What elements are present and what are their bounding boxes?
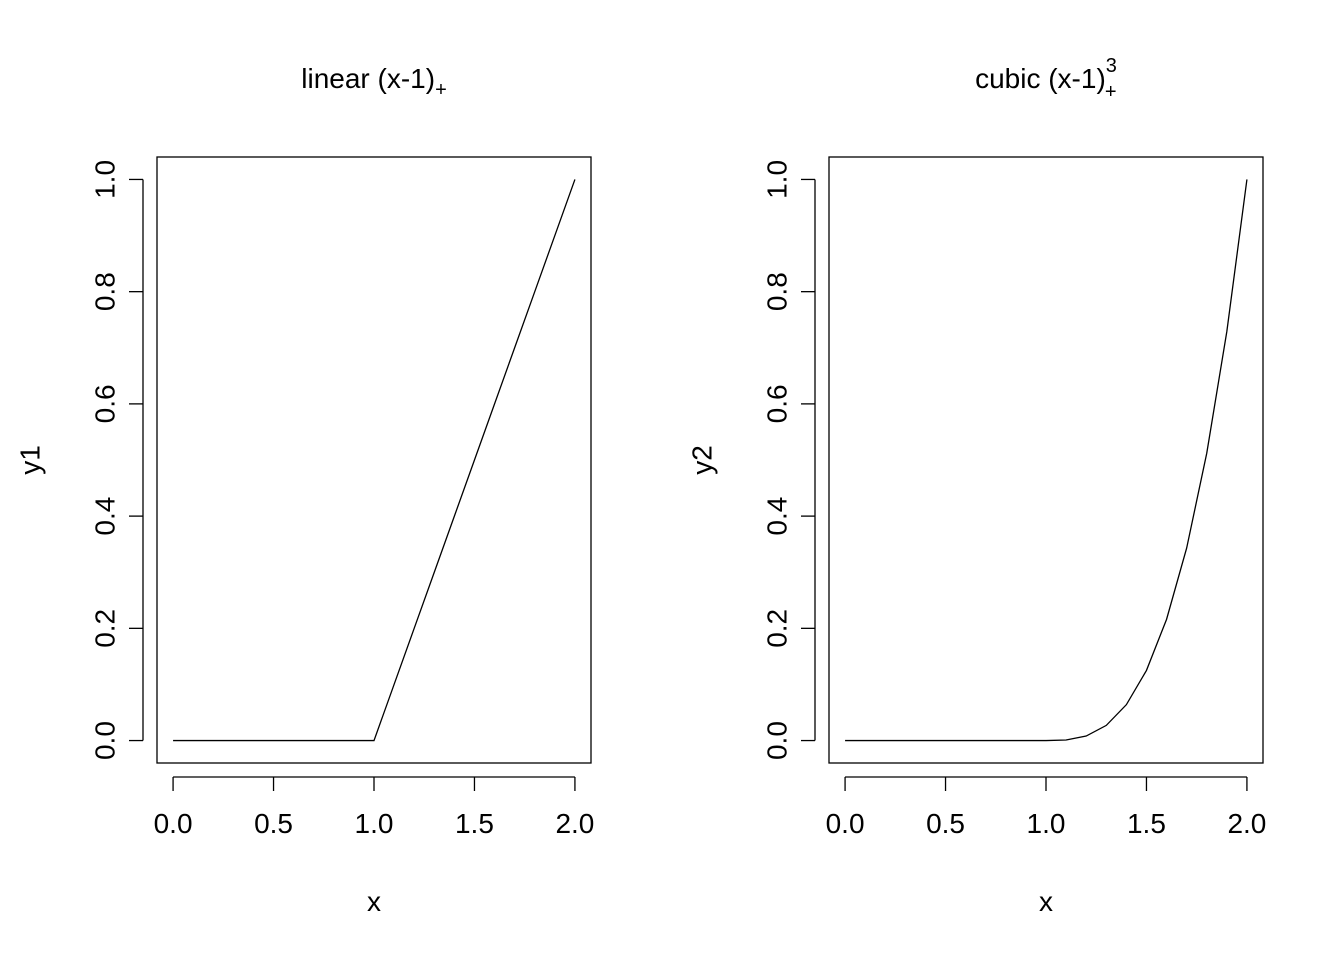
y-tick-label: 0.4 [89,497,120,536]
y-axis-title: y1 [14,445,45,475]
data-line [845,179,1248,742]
y-tick-label: 0.6 [89,384,120,423]
chart-title: cubic (x-1)3 + [975,55,1117,103]
plot-frame [828,156,1264,764]
x-tick-label: 0.0 [826,808,865,839]
y-tick-label: 1.0 [761,160,792,199]
y-tick-label: 0.0 [89,721,120,760]
y-tick-label: 0.2 [89,609,120,648]
y-tick-label: 0.4 [761,497,792,536]
x-tick-label: 2.0 [555,808,594,839]
y-tick-label: 0.6 [761,384,792,423]
y-tick-label: 1.0 [89,160,120,199]
chart-title: linear (x-1)+ [301,63,447,101]
x-tick-label: 1.0 [1027,808,1066,839]
panel: linear (x-1)+0.0 0.5 1.0 1.5 2.00.00.20.40.6… [14,63,594,917]
y-tick-label: 0.8 [89,272,120,311]
x-tick-label: 0.5 [254,808,293,839]
x-tick-label: 1.0 [355,808,394,839]
x-tick-label: 2.0 [1227,808,1266,839]
data-line [173,179,576,742]
y-axis-title: y2 [686,445,717,475]
panel: cubic (x-1)3 +0.0 0.5 1.0 1.5 2.0 0.0 0.2 0.4 0.6… [686,55,1266,917]
x-tick-label: 0.5 [926,808,965,839]
y-tick-label: 0.8 [761,272,792,311]
title-superscript: 3 [1106,55,1117,77]
title-subscript: + [435,79,447,101]
y-tick-label: 0.2 [761,609,792,648]
x-tick-label: 1.5 [455,808,494,839]
title-text: linear (x-1) [301,63,435,94]
x-tick-label: 1.5 [1127,808,1166,839]
title-text: cubic (x-1) [975,63,1106,94]
y-tick-label: 0.0 [761,721,792,760]
x-axis-title: x [1039,886,1053,917]
title-subscript: + [1105,81,1117,103]
x-axis-title: x [367,886,381,917]
x-tick-label: 0.0 [154,808,193,839]
plot-frame [156,156,592,764]
